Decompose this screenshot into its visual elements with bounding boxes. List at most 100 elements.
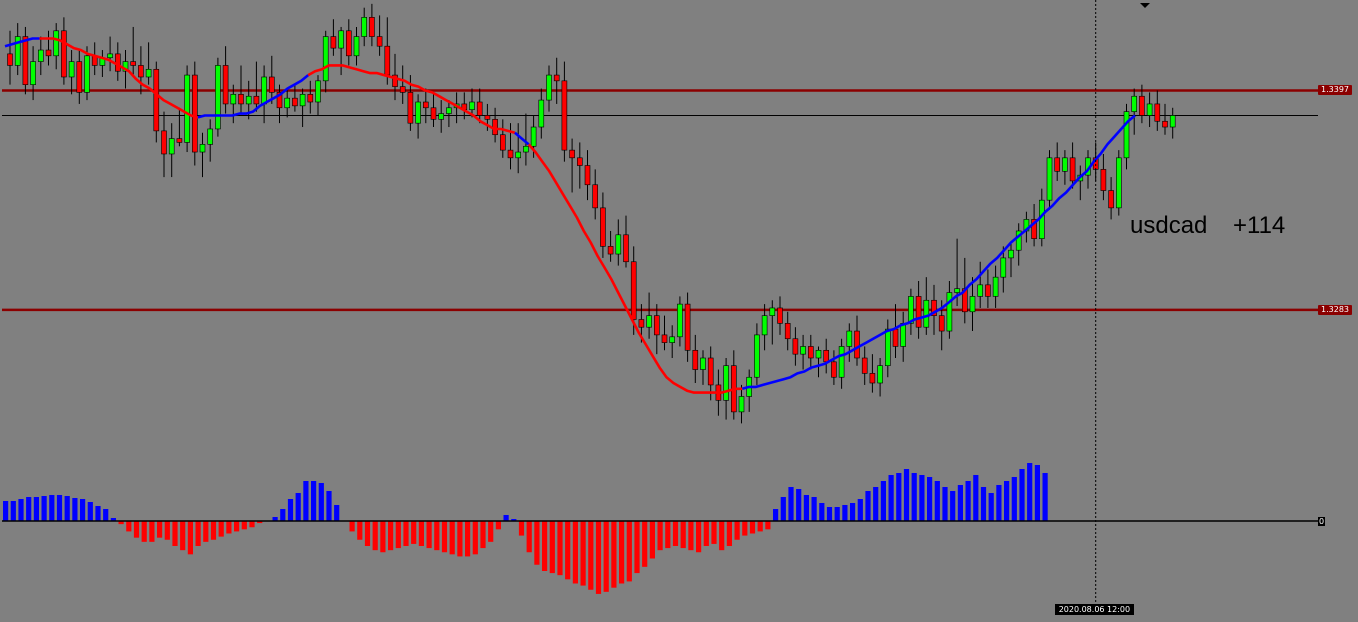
candle-body [1000,257,1007,278]
result-annotation: +114 [1233,212,1286,239]
candle [908,288,914,335]
candle [115,42,121,81]
histogram-bar [18,499,24,521]
histogram-bar [680,521,686,549]
candle [869,354,876,393]
candle-body [1031,219,1037,239]
candle-body [161,130,167,155]
candle-body [985,284,991,297]
histogram-bar [965,481,971,521]
candle [792,327,799,366]
candle-body [615,234,622,255]
histogram-bar [634,521,640,574]
candle-body [908,296,914,324]
candle [184,65,190,153]
histogram-bar [773,509,779,521]
chart-menu-dropdown-icon[interactable] [1140,3,1150,8]
histogram-bar [195,521,201,546]
candle-body [353,36,360,57]
candle-body [361,17,368,37]
histogram-bar [642,521,648,567]
candle-body [307,94,314,103]
histogram-bar [226,521,232,534]
candle-body [138,65,144,78]
histogram-bar [580,521,586,586]
candle [969,277,976,332]
candle-body [268,76,275,93]
histogram-bar [826,507,833,521]
candle-body [299,94,306,107]
candle-body [484,115,491,120]
price-level-tag-upper: 1.3397 [1318,85,1352,96]
histogram-bar [457,521,463,557]
candle-body [22,36,29,85]
candle [985,269,991,308]
histogram-bar [942,487,948,521]
histogram-bar [403,521,409,546]
candle-body [823,349,830,363]
histogram-bar [357,521,363,540]
histogram-bar [1042,473,1048,521]
histogram-bar [126,521,132,532]
histogram-bar [395,521,401,549]
candle [176,107,183,147]
candle-body [145,68,152,78]
candle-body [692,349,699,370]
candle-body [345,30,352,57]
histogram-bar [257,521,263,524]
candle-body [1054,157,1060,172]
candle [931,284,937,335]
candle-body [238,94,244,105]
histogram-bar [187,521,193,555]
candle [1139,84,1145,124]
histogram-bar [711,521,717,544]
candle-body [523,145,529,153]
candle [153,61,160,143]
histogram-bar [141,521,147,542]
candle [399,65,406,104]
candle-body [892,328,899,347]
candle [315,75,321,116]
histogram-bar [26,497,32,521]
candle-body [807,346,814,359]
candle-body [446,107,452,114]
candle [584,150,591,201]
candle-body [45,49,52,57]
candle-body [884,328,891,366]
candle-body [854,330,860,359]
candle [238,65,244,114]
candle-body [61,30,67,78]
candle [415,94,421,139]
histogram-bar [903,469,910,521]
candle-body [261,76,267,105]
candle-body [107,53,113,59]
candle-body [1015,230,1022,251]
histogram-bar [426,521,432,549]
histogram-bar [850,503,856,521]
candle [99,50,106,77]
candle [446,100,452,128]
candle [815,346,822,378]
crosshair-time-tag: 2020.08.06 12:00 [1054,604,1135,615]
histogram-bar [819,503,825,521]
histogram-bar [1027,463,1033,521]
histogram-bar [56,495,63,521]
candle-body [322,36,329,82]
histogram-bar [164,521,170,540]
histogram-bar [511,519,517,521]
candle [992,265,999,308]
candle [338,26,344,76]
candle-body [76,61,83,93]
histogram-bar [626,521,632,582]
histogram-bar [950,491,956,521]
histogram-bar [880,481,886,521]
candle [261,65,267,124]
histogram-bar [865,491,871,521]
ma-segment [741,114,1136,391]
histogram-bar [272,517,278,521]
candle [646,292,652,339]
candle-body [184,74,190,143]
histogram-bar [911,473,917,521]
candle-body [738,396,745,413]
